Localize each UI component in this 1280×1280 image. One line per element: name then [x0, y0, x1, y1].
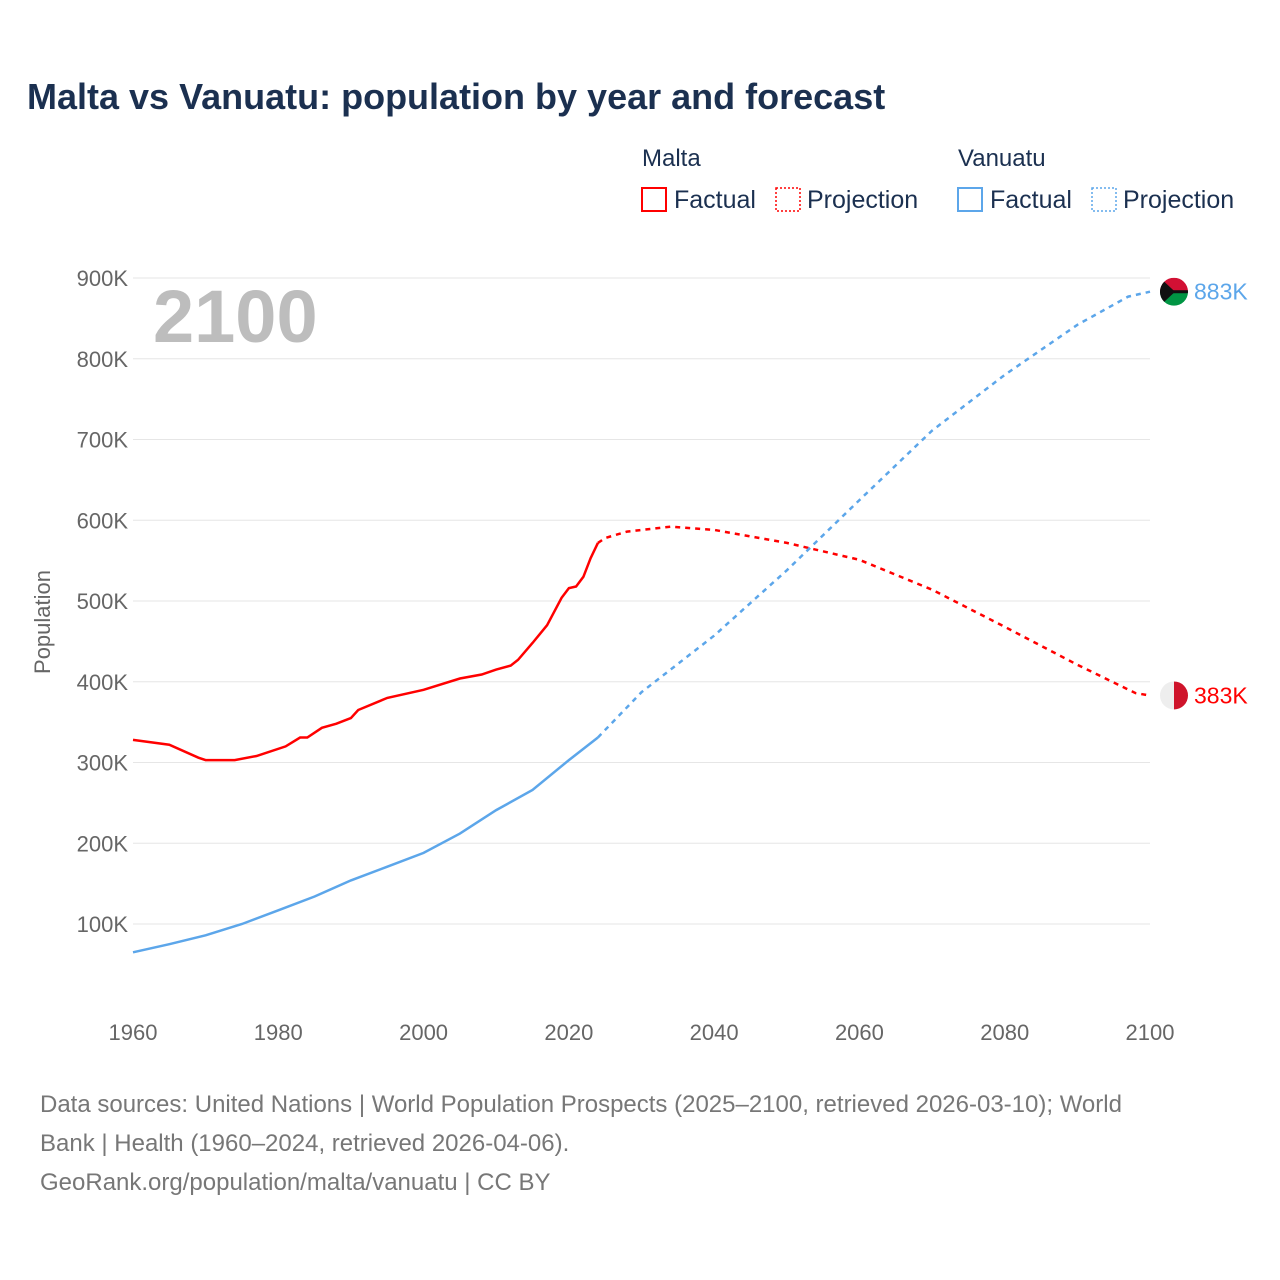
y-tick-label: 100K: [77, 912, 129, 937]
vanuatu-end-value: 883K: [1194, 279, 1248, 305]
x-tick-label: 2000: [399, 1020, 448, 1045]
vanuatu-projection-line: [596, 290, 1151, 739]
y-tick-label: 300K: [77, 751, 129, 776]
x-tick-label: 2040: [690, 1020, 739, 1045]
y-tick-label: 900K: [77, 266, 129, 291]
y-tick-label: 200K: [77, 831, 129, 856]
legend-group-vanuatu: Vanuatu: [958, 145, 1046, 172]
malta-factual-line: [132, 542, 600, 762]
footer-source-2: Bank | Health (1960–2024, retrieved 2026…: [40, 1130, 569, 1157]
legend[interactable]: Malta Factual Projection Vanuatu Factual Proj…: [641, 145, 1234, 214]
x-tick-label: 2020: [544, 1020, 593, 1045]
series-lines: [132, 290, 1151, 954]
legend-item-factual[interactable]: Factual: [674, 186, 756, 214]
legend-swatch-projection[interactable]: [775, 187, 801, 212]
x-tick-label: 2080: [980, 1020, 1029, 1045]
vanuatu-flag-icon: [1160, 277, 1188, 306]
y-tick-label: 700K: [77, 428, 129, 453]
x-tick-label: 1980: [254, 1020, 303, 1045]
legend-item-projection[interactable]: Projection: [807, 186, 918, 214]
x-tick-label: 2060: [835, 1020, 884, 1045]
malta-flag-icon: [1160, 681, 1188, 710]
legend-swatch-factual[interactable]: [957, 187, 983, 212]
gridlines: 100K 200K 300K 400K 500K 600K 700K 800K 900K 1960…: [77, 266, 1175, 1045]
footer-source-1: Data sources: United Nations | World Pop…: [40, 1091, 1122, 1118]
legend-group-malta: Malta: [642, 145, 701, 172]
end-markers: 383K 883K: [1160, 277, 1248, 710]
x-tick-label: 2100: [1126, 1020, 1175, 1045]
y-tick-label: 400K: [77, 670, 129, 695]
year-label: 2100: [153, 275, 318, 358]
legend-swatch-factual[interactable]: [641, 187, 667, 212]
y-tick-label: 800K: [77, 347, 129, 372]
chart-title: Malta vs Vanuatu: population by year and…: [27, 76, 885, 117]
malta-projection-line: [597, 525, 1151, 697]
legend-swatch-projection[interactable]: [1091, 187, 1117, 212]
vanuatu-factual-line: [132, 736, 599, 954]
x-tick-label: 1960: [109, 1020, 158, 1045]
legend-item-factual[interactable]: Factual: [990, 186, 1072, 214]
y-tick-label: 500K: [77, 589, 129, 614]
footer-link[interactable]: GeoRank.org/population/malta/vanuatu | C…: [40, 1169, 551, 1196]
malta-end-value: 383K: [1194, 682, 1248, 708]
legend-item-projection[interactable]: Projection: [1123, 186, 1234, 214]
y-axis-label: Population: [30, 570, 55, 674]
y-tick-label: 600K: [77, 508, 129, 533]
